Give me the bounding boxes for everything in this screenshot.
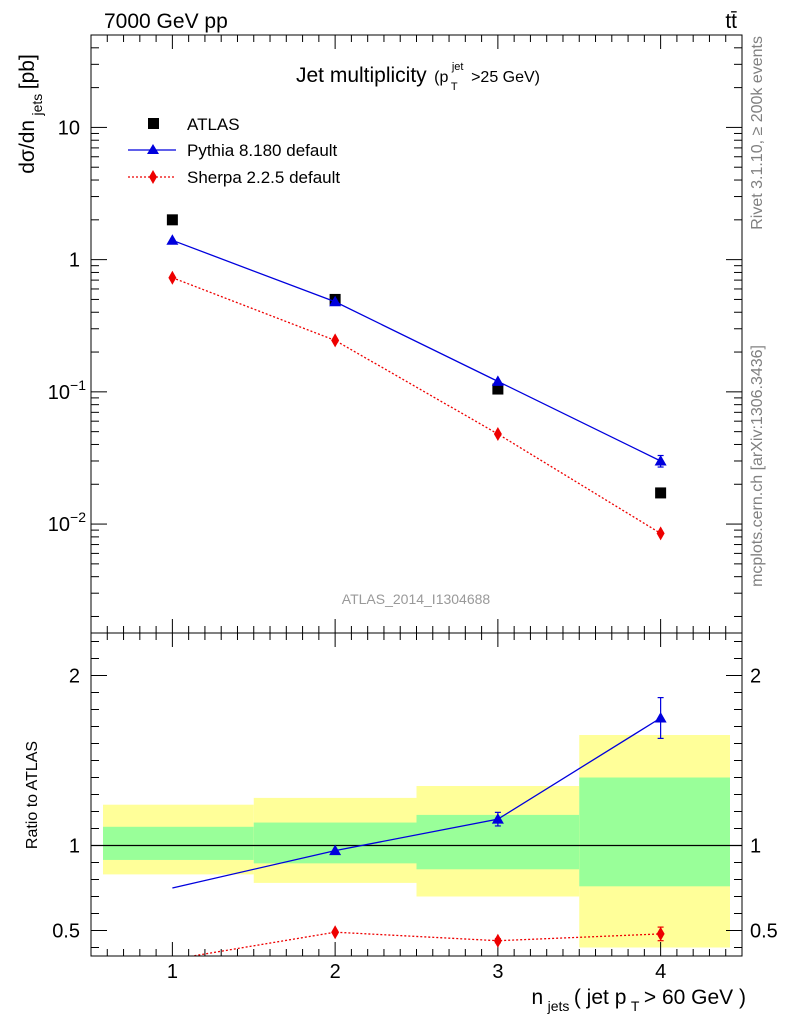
ratio-bands-layer xyxy=(103,735,730,948)
main-sherpa-point xyxy=(331,333,340,348)
xlabel-pre: n xyxy=(531,986,543,1009)
ratio-sherpa-point xyxy=(331,925,340,940)
main-pythia-point xyxy=(491,375,504,386)
x-tick-label: 4 xyxy=(655,961,666,983)
svg-text:dσ/dn jets [p: dσ/dn jets [pb] xyxy=(16,54,46,174)
rivet-label: Rivet 3.1.10, ≥ 200k events xyxy=(749,36,766,230)
main-y-tick-label: 10−1 xyxy=(48,377,86,404)
legend: ATLAS Pythia 8.180 default Sherpa 2.2.5 … xyxy=(128,115,340,187)
legend-pythia-marker xyxy=(147,144,159,154)
main-atlas-point xyxy=(492,383,504,395)
ratio-sherpa-line xyxy=(188,931,661,956)
x-tick-label: 2 xyxy=(330,961,341,983)
main-y-tick-label: 1 xyxy=(69,250,80,272)
main-title-sub-tail: >25 GeV) xyxy=(471,69,540,86)
ylabel-tail: [pb] xyxy=(16,54,39,89)
main-title-sub-sub: T xyxy=(451,81,458,93)
xlabel-sub1: jets xyxy=(547,998,570,1014)
ratio-band-green xyxy=(579,777,730,887)
ratio-band-green xyxy=(103,826,254,860)
xlabel-sub2: T xyxy=(631,998,640,1014)
legend-pythia-label: Pythia 8.180 default xyxy=(187,141,338,160)
svg-text:Jet multiplicity (p: Jet multiplicity (p jet T >25 GeV) xyxy=(296,57,540,94)
xlabel-tail: > 60 GeV ) xyxy=(644,986,746,1009)
ratio-y-axis-label: Ratio to ATLAS xyxy=(24,741,41,849)
legend-item-pythia: Pythia 8.180 default xyxy=(128,141,338,160)
ratio-pythia-line xyxy=(172,717,661,889)
x-axis-label: n jets ( jet p T > 60 GeV ) xyxy=(531,986,746,1015)
main-sherpa-point xyxy=(168,270,177,285)
ratio-frame xyxy=(90,632,743,957)
main-atlas-point xyxy=(166,214,178,226)
main-title: Jet multiplicity (p jet T >25 GeV) xyxy=(296,57,540,94)
main-sherpa-point xyxy=(656,526,665,541)
legend-item-atlas: ATLAS xyxy=(148,115,240,134)
watermark: ATLAS_2014_I1304688 xyxy=(342,591,491,607)
ratio-y-tick-label-right: 2 xyxy=(750,666,761,688)
legend-sherpa-label: Sherpa 2.2.5 default xyxy=(187,168,340,187)
ratio-y-tick-label-left: 1 xyxy=(69,836,80,858)
main-panel: 10 1 10−1 10−2 Jet multiplicity (p jet T >2… xyxy=(16,34,743,634)
main-atlas-point xyxy=(655,487,667,499)
legend-atlas-label: ATLAS xyxy=(187,115,240,134)
main-series-layer xyxy=(166,214,667,541)
legend-item-sherpa: Sherpa 2.2.5 default xyxy=(128,168,340,187)
main-sherpa-line xyxy=(172,277,661,534)
main-pythia-line xyxy=(172,239,661,462)
ratio-sherpa-point xyxy=(493,933,502,948)
main-y-tick-label: 10 xyxy=(58,117,80,139)
legend-atlas-marker xyxy=(148,118,159,129)
main-y-axis-label: dσ/dn jets [pb] xyxy=(16,54,46,174)
main-axis-ticks: 10 1 10−1 10−2 xyxy=(48,34,743,633)
main-title-sub-p: (p xyxy=(434,69,448,86)
main-y-tick-label: 10−2 xyxy=(48,509,86,536)
ratio-series-layer xyxy=(172,696,667,956)
x-tick-label: 3 xyxy=(492,961,503,983)
ratio-y-tick-label-right: 0.5 xyxy=(750,921,778,943)
main-pythia-point xyxy=(654,454,667,466)
ratio-pythia-point xyxy=(329,844,342,856)
ylabel-main: dσ/dn xyxy=(16,120,39,174)
energy-label: 7000 GeV pp xyxy=(104,10,228,33)
mcplots-label: mcplots.cern.ch [arXiv:1306.3436] xyxy=(749,345,766,587)
process-label: tt̄ xyxy=(725,10,737,33)
ratio-panel: 1 2 3 4 0.5 0.5 1 1 2 2 Ratio to ATLAS n jets ( j… xyxy=(24,632,778,1015)
ratio-sherpa-point xyxy=(656,926,665,941)
x-tick-label: 1 xyxy=(167,961,178,983)
ratio-y-tick-label-left: 0.5 xyxy=(52,921,80,943)
main-sherpa-point xyxy=(493,426,502,441)
ratio-axis-ticks: 1 2 3 4 0.5 0.5 1 1 2 2 xyxy=(52,633,778,983)
ratio-y-tick-label-right: 1 xyxy=(750,836,761,858)
ylabel-sub: jets xyxy=(29,94,45,117)
ratio-band-green xyxy=(253,822,417,864)
ratio-pythia-point xyxy=(654,712,667,723)
main-title-sub-sup: jet xyxy=(451,61,464,73)
ratio-pythia-point xyxy=(491,813,504,824)
main-title-text: Jet multiplicity xyxy=(296,64,427,87)
ratio-y-tick-label-left: 2 xyxy=(69,666,80,688)
xlabel-mid: ( jet p xyxy=(574,986,627,1009)
main-pythia-point xyxy=(329,295,342,307)
legend-sherpa-marker xyxy=(149,170,157,184)
main-pythia-point xyxy=(166,234,179,245)
svg-text:n jets ( jet: n jets ( jet p T > 60 GeV ) xyxy=(531,986,746,1015)
